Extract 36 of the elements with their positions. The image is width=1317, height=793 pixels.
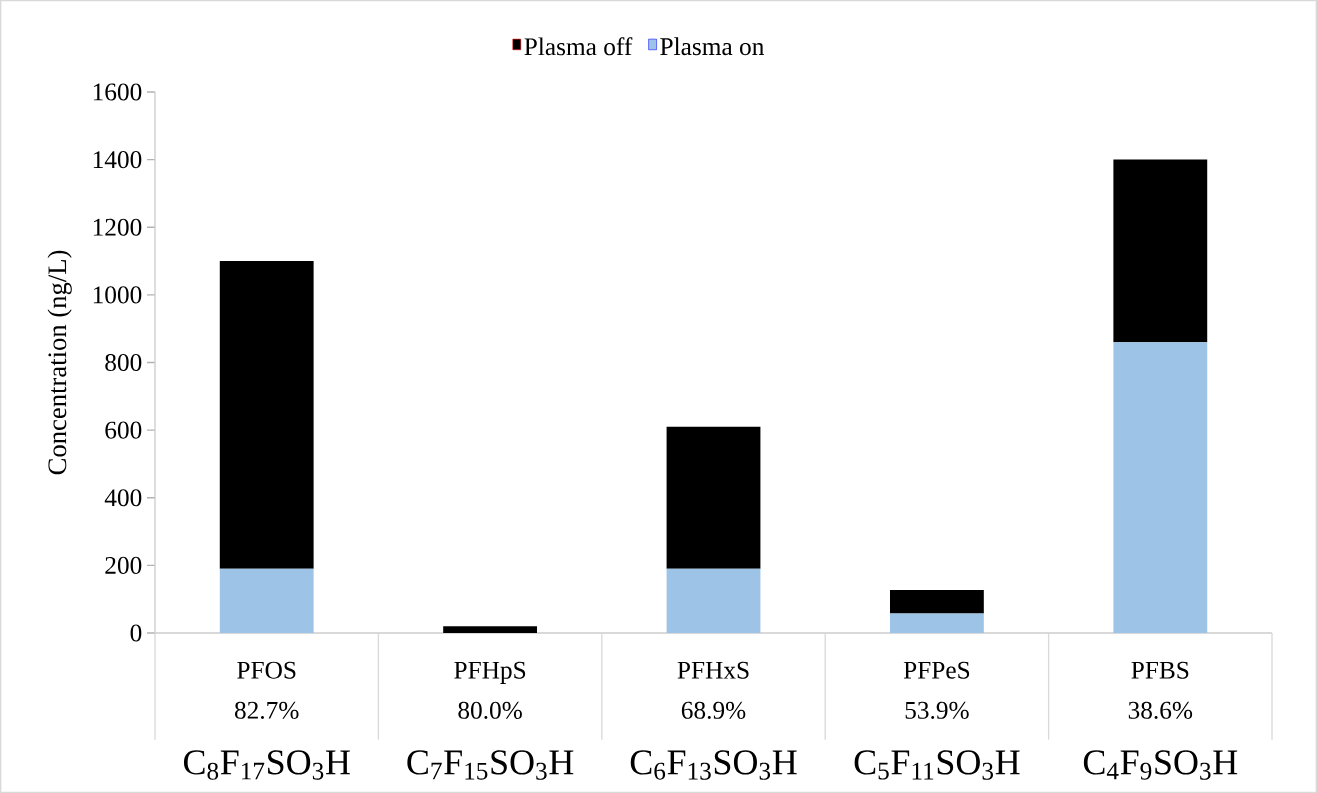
text: 68.9%	[681, 701, 746, 719]
text: C$_{7}$F$_{15}$SO$_{3}$H	[407, 750, 574, 780]
text: C$_{5}$F$_{11}$SO$_{3}$H	[854, 750, 1020, 780]
bar	[889, 613, 984, 633]
y-tick-label: 1200	[93, 218, 142, 236]
x-tick-label: PFPeS	[903, 661, 970, 679]
text: C$_{6}$F$_{13}$SO$_{3}$H	[630, 750, 797, 780]
bar	[666, 426, 761, 569]
y-tick-label: 400	[104, 489, 142, 507]
bar	[219, 568, 314, 633]
y-tick-label: 600	[105, 421, 142, 439]
text: 38.6%	[1128, 701, 1193, 719]
x-tick-label: PFOS	[237, 661, 296, 679]
x-tick-label: PFHpS	[454, 661, 526, 684]
y-tick-label: 800	[105, 353, 142, 372]
legend-label: Plasma off	[524, 37, 633, 56]
text: 80.0%	[458, 701, 522, 719]
bar	[1113, 342, 1208, 633]
text: 82.7%	[234, 701, 299, 719]
y-tick-label: 1400	[93, 151, 142, 169]
x-tick-label: PFHxS	[677, 661, 749, 679]
text: C$_{8}$F$_{17}$SO$_{3}$H	[183, 750, 350, 780]
y-tick-label: 0	[130, 624, 142, 642]
y-tick-label: 200	[105, 556, 142, 574]
legend-label: Plasma on	[660, 37, 764, 56]
y-tick-label: 1600	[93, 83, 142, 101]
text: C$_{4}$F$_{9}$SO$_{3}$H	[1083, 750, 1238, 780]
bar	[219, 261, 314, 569]
bar	[443, 626, 538, 633]
bar	[1113, 159, 1208, 343]
x-tick-label: PFBS	[1131, 661, 1189, 679]
bar	[666, 568, 761, 633]
bar	[889, 590, 984, 614]
text: 53.9%	[905, 701, 969, 719]
y-tick-label: 1000	[93, 286, 142, 304]
y-axis-title: Concentration (ng/L)	[47, 250, 72, 475]
